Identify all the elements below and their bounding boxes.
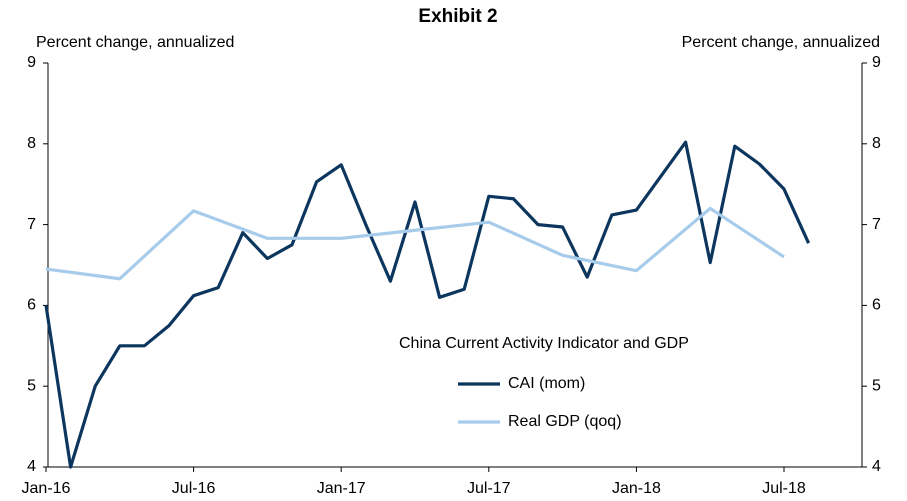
- y-tick-label: 5: [27, 377, 36, 394]
- legend-label: CAI (mom): [508, 375, 585, 392]
- y-tick-label: 9: [27, 54, 36, 71]
- y2-tick-label: 8: [872, 135, 881, 152]
- y-tick-label: 6: [27, 297, 36, 314]
- series-line: [44, 140, 811, 469]
- y-tick-label: 7: [27, 216, 36, 233]
- y2-tick-label: 6: [872, 297, 881, 314]
- x-tick-label: Jul-18: [762, 480, 806, 497]
- chart-title: Exhibit 2: [418, 6, 497, 27]
- y2-tick-label: 7: [872, 216, 881, 233]
- y-tick-label: 4: [27, 458, 36, 475]
- series-line: [45, 206, 785, 281]
- y2-tick-label: 4: [872, 458, 881, 475]
- y-axis-label: Percent change, annualized: [36, 34, 234, 51]
- y2-tick-label: 5: [872, 377, 881, 394]
- x-tick-label: Jan-17: [317, 480, 366, 497]
- y2-axis-label: Percent change, annualized: [682, 34, 880, 51]
- x-tick-label: Jul-17: [467, 480, 511, 497]
- x-tick-label: Jul-16: [172, 480, 216, 497]
- legend-title: China Current Activity Indicator and GDP: [399, 335, 689, 352]
- y-tick-label: 8: [27, 135, 36, 152]
- x-tick-label: Jan-16: [22, 480, 71, 497]
- x-tick-label: Jan-18: [612, 480, 661, 497]
- y2-tick-label: 9: [872, 54, 881, 71]
- legend-label: Real GDP (qoq): [508, 413, 622, 430]
